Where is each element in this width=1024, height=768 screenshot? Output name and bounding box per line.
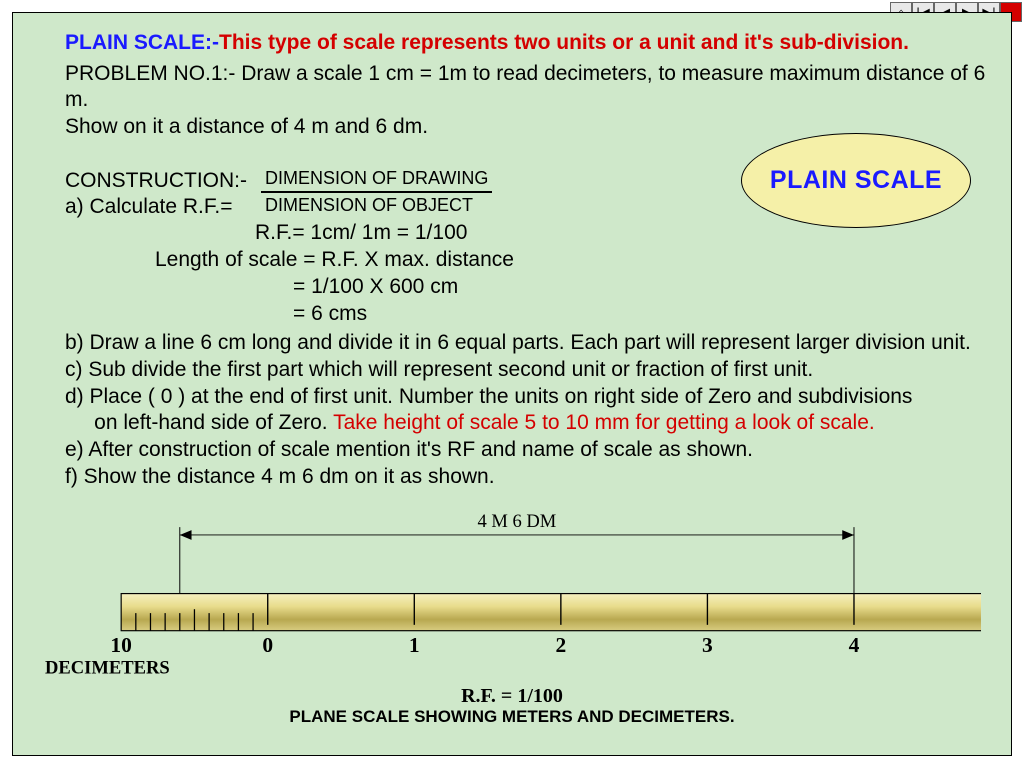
fraction-denominator: DIMENSION OF OBJECT	[261, 193, 492, 217]
fraction-numerator: DIMENSION OF DRAWING	[261, 168, 492, 194]
calc-l4: = 6 cms	[293, 301, 993, 328]
svg-text:2: 2	[555, 633, 566, 657]
plain-scale-ellipse: PLAIN SCALE	[741, 133, 971, 228]
scale-diagram: 10012345METERSDECIMETERS4 M 6 DM R.F. = …	[43, 503, 981, 733]
step-c: c) Sub divide the first part which will …	[65, 357, 993, 384]
step-e: e) After construction of scale mention i…	[65, 437, 993, 464]
problem-line1: PROBLEM NO.1:- Draw a scale 1 cm = 1m to…	[65, 61, 993, 114]
rf-fraction: DIMENSION OF DRAWING DIMENSION OF OBJECT	[261, 168, 492, 217]
step-a-label: a) Calculate R.F.=	[65, 195, 233, 218]
construction-heading: CONSTRUCTION:-	[65, 169, 247, 192]
svg-text:4: 4	[849, 633, 860, 657]
svg-text:4 M 6 DM: 4 M 6 DM	[477, 511, 556, 532]
step-d2: on left-hand side of Zero.	[65, 411, 333, 434]
svg-text:3: 3	[702, 633, 713, 657]
scale-name-caption: PLANE SCALE SHOWING METERS AND DECIMETER…	[43, 707, 981, 727]
title-desc: This type of scale represents two units …	[219, 31, 909, 54]
slide-frame: PLAIN SCALE:-This type of scale represen…	[12, 12, 1012, 756]
svg-text:0: 0	[262, 633, 273, 657]
rf-caption: R.F. = 1/100	[43, 685, 981, 708]
step-d1: d) Place ( 0 ) at the end of first unit.…	[65, 384, 993, 411]
title-label: PLAIN SCALE:-	[65, 31, 219, 54]
calc-l2: Length of scale = R.F. X max. distance	[155, 247, 993, 274]
title-line: PLAIN SCALE:-This type of scale represen…	[65, 31, 993, 55]
step-d-red: Take height of scale 5 to 10 mm for gett…	[333, 411, 875, 434]
step-b: b) Draw a line 6 cm long and divide it i…	[65, 330, 993, 357]
svg-text:10: 10	[110, 633, 131, 657]
step-f: f) Show the distance 4 m 6 dm on it as s…	[65, 464, 993, 491]
svg-text:DECIMETERS: DECIMETERS	[45, 658, 170, 679]
svg-text:1: 1	[409, 633, 420, 657]
calc-l3: = 1/100 X 600 cm	[293, 274, 993, 301]
ellipse-text: PLAIN SCALE	[770, 166, 942, 195]
